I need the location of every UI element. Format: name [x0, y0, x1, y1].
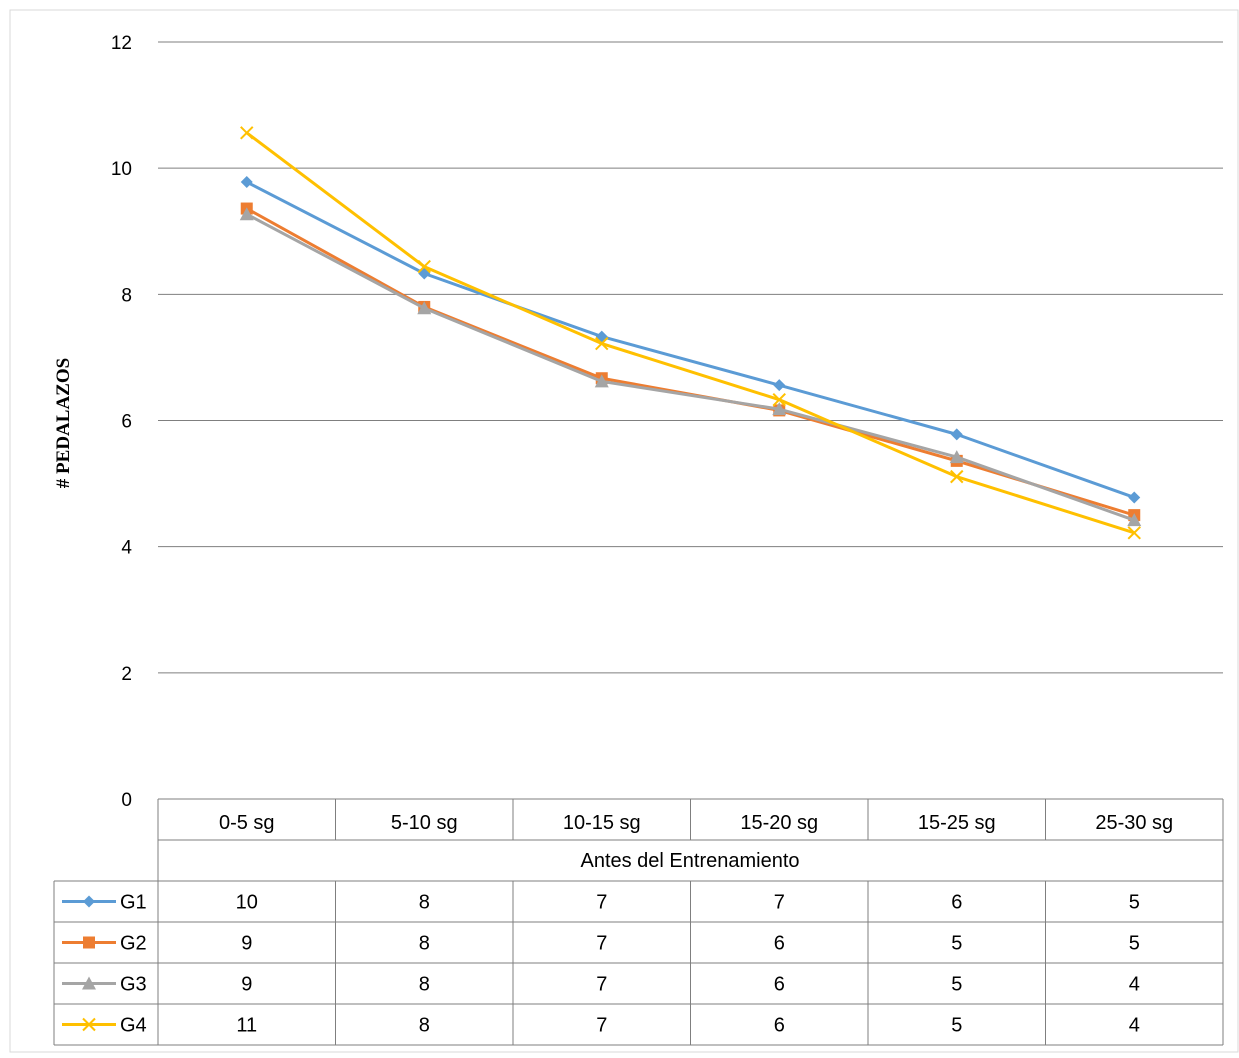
table-cell: 5: [1129, 933, 1140, 955]
table-cell: 8: [419, 892, 430, 914]
y-tick-label: 12: [111, 33, 132, 54]
x-tick-label: 10-15 sg: [563, 812, 641, 834]
legend-label: G3: [120, 974, 147, 996]
data-point: [594, 374, 609, 388]
data-point: [772, 392, 786, 407]
table-cell: 7: [596, 933, 607, 955]
x-tick-label: 0-5 sg: [219, 812, 275, 834]
x-tick-label: 15-25 sg: [918, 812, 996, 834]
table-cell: 7: [774, 892, 785, 914]
y-tick-label: 8: [121, 285, 132, 306]
data-point: [240, 126, 254, 140]
table-cell: 11: [236, 1015, 257, 1037]
table-cell: 7: [596, 1015, 607, 1037]
chart-area: [9, 9, 1239, 1053]
table-cell: 6: [774, 974, 785, 996]
table-cell: 9: [241, 974, 252, 996]
data-point: [773, 379, 786, 392]
table-cell: 7: [596, 974, 607, 996]
y-tick-label: 2: [121, 664, 132, 685]
data-point: [417, 259, 431, 274]
data-point: [417, 301, 432, 315]
data-point: [1127, 526, 1141, 540]
y-tick-label: 6: [121, 412, 132, 433]
legend-key-g3: [62, 976, 116, 990]
table-cell: 6: [774, 933, 785, 955]
data-point: [1128, 491, 1141, 504]
data-point: [82, 976, 96, 990]
data-point: [595, 336, 609, 351]
legend-label: G1: [120, 892, 147, 914]
table-cell: 4: [1129, 974, 1140, 996]
data-point: [950, 469, 964, 484]
table-cell: 8: [419, 933, 430, 955]
table-cell: 5: [951, 933, 962, 955]
data-point: [82, 1017, 96, 1032]
table-cell: 7: [596, 892, 607, 914]
series-line: [246, 212, 1135, 522]
legend-key-g4: [62, 1017, 116, 1032]
data-point: [950, 428, 963, 441]
x-tick-label: 5-10 sg: [391, 812, 458, 834]
table-cell: 6: [951, 892, 962, 914]
table-cell: 6: [774, 1015, 785, 1037]
x-tick-label: 15-20 sg: [740, 812, 818, 834]
series-g4: [240, 126, 1141, 540]
series-g3: [239, 207, 1142, 527]
table-cell: 5: [951, 1015, 962, 1037]
y-tick-label: 4: [121, 538, 132, 559]
y-tick-label: 10: [111, 159, 132, 180]
x-tick-label: 25-30 sg: [1095, 812, 1173, 834]
legend-key-g1: [62, 895, 116, 908]
series-line: [246, 180, 1135, 499]
table-cell: 4: [1129, 1015, 1140, 1037]
data-point: [949, 450, 964, 464]
data-point: [1127, 513, 1142, 527]
x-axis-label: Antes del Entrenamiento: [580, 850, 799, 872]
data-point: [239, 207, 254, 221]
series-g1: [240, 176, 1141, 504]
legend-key-g2: [62, 936, 116, 949]
table-cell: 5: [951, 974, 962, 996]
table-cell: 8: [419, 974, 430, 996]
series-line: [245, 131, 1135, 535]
data-point: [83, 936, 95, 949]
legend-label: G2: [120, 933, 147, 955]
legend-label: G4: [120, 1015, 147, 1037]
data-point: [240, 176, 253, 189]
table-cell: 8: [419, 1015, 430, 1037]
y-axis-label: # PEDALAZOS: [53, 358, 74, 488]
table-cell: 5: [1129, 892, 1140, 914]
table-cell: 10: [236, 892, 258, 914]
data-point: [772, 402, 787, 416]
table-cell: 9: [241, 933, 252, 955]
data-point: [83, 895, 95, 908]
y-tick-label: 0: [121, 790, 132, 811]
